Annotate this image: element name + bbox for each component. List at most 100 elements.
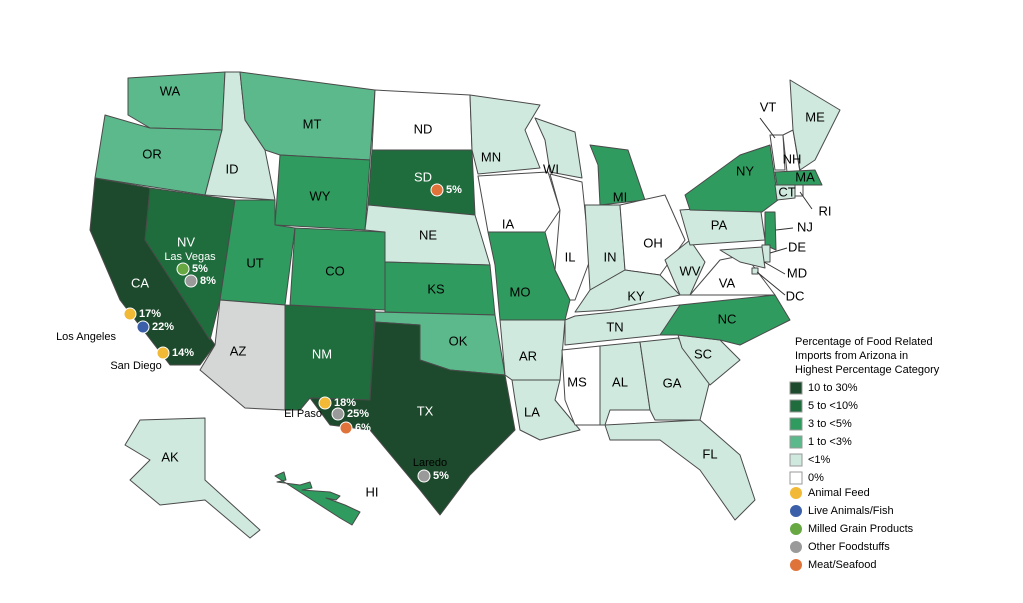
state-label: MT	[303, 116, 322, 131]
state	[769, 134, 786, 171]
state-label: MI	[613, 189, 627, 204]
state-label: NY	[736, 163, 754, 178]
marker-label: 25%	[347, 408, 369, 420]
state-label: ID	[226, 161, 239, 176]
marker-label: 5%	[192, 263, 208, 275]
legend-swatch	[789, 471, 803, 485]
state-label: ND	[414, 121, 433, 136]
legend-label: 1 to <3%	[808, 436, 852, 448]
legend-dot	[790, 559, 802, 571]
legend-dot	[790, 541, 802, 553]
legend-label: 10 to 30%	[808, 382, 858, 394]
state-label: VA	[719, 275, 736, 290]
marker	[331, 407, 345, 421]
state-label: NH	[783, 151, 802, 166]
state	[549, 173, 591, 301]
state	[487, 231, 571, 321]
state	[534, 117, 583, 179]
state-label: GA	[663, 375, 682, 390]
state	[664, 239, 706, 296]
leader	[759, 117, 776, 139]
legend-dot	[790, 505, 802, 517]
marker-label: 18%	[334, 397, 356, 409]
state-label: TX	[417, 403, 434, 418]
state-label: KS	[427, 281, 445, 296]
marker	[430, 183, 444, 197]
legend-swatch	[789, 399, 803, 413]
state-label: ME	[805, 109, 825, 124]
state	[144, 187, 236, 341]
state-label: CA	[131, 275, 149, 290]
legend-label: Animal Feed	[808, 487, 870, 499]
city-label: Los Angeles	[56, 331, 116, 343]
state-label: IN	[604, 249, 617, 264]
state-label: OK	[449, 333, 468, 348]
marker	[123, 307, 137, 321]
state-label: AK	[161, 449, 179, 464]
legend-label: Meat/Seafood	[808, 559, 877, 571]
state-label: WA	[160, 83, 181, 98]
state-label: MA	[795, 169, 815, 184]
marker-label: 22%	[152, 321, 174, 333]
state-label: NC	[718, 311, 737, 326]
city-label: El Paso	[284, 408, 322, 420]
state	[309, 321, 516, 516]
leader	[769, 247, 788, 254]
leader	[799, 191, 813, 210]
legend-label: Milled Grain Products	[808, 523, 914, 535]
state-label: UT	[246, 255, 263, 270]
state	[371, 89, 473, 151]
state	[589, 144, 646, 206]
leader	[775, 227, 794, 231]
marker-label: 5%	[433, 470, 449, 482]
state-label: IA	[502, 216, 515, 231]
state-label: LA	[524, 404, 540, 419]
leader	[763, 261, 786, 275]
legend-swatch	[789, 435, 803, 449]
marker	[156, 346, 170, 360]
state-label: FL	[702, 446, 717, 461]
state-label: HI	[366, 484, 379, 499]
state-label: RI	[819, 203, 832, 218]
legend-swatch	[789, 453, 803, 467]
legend-title: Imports from Arizona in	[795, 350, 908, 362]
state	[684, 144, 779, 213]
state-label: MS	[567, 374, 587, 389]
marker-label: 8%	[200, 275, 216, 287]
state	[774, 184, 796, 201]
legend-label: Live Animals/Fish	[808, 505, 894, 517]
state-label: KY	[627, 288, 645, 303]
state-label: SD	[414, 169, 432, 184]
state	[764, 211, 777, 251]
state-label: AZ	[230, 343, 247, 358]
state-label: SC	[694, 346, 712, 361]
marker	[417, 469, 431, 483]
legend-dot	[790, 487, 802, 499]
marker	[136, 320, 150, 334]
marker-label: 5%	[446, 184, 462, 196]
marker	[176, 262, 190, 276]
state	[659, 294, 791, 346]
marker	[318, 396, 332, 410]
state	[751, 267, 759, 275]
legend-swatch	[789, 417, 803, 431]
state	[124, 417, 261, 539]
state-label: AL	[612, 374, 628, 389]
marker-label: 6%	[355, 422, 371, 434]
state-label: MO	[510, 284, 531, 299]
state-label: TN	[606, 319, 623, 334]
state	[774, 169, 823, 186]
state-label: OH	[643, 235, 663, 250]
city-label: San Diego	[110, 360, 161, 372]
legend-label: 0%	[808, 472, 824, 484]
state-label: MN	[481, 149, 501, 164]
state-label: IL	[565, 249, 576, 264]
state-label: MD	[787, 265, 807, 280]
state-label: WY	[310, 188, 331, 203]
marker-label: 14%	[172, 347, 194, 359]
city-label: Laredo	[413, 457, 447, 469]
state	[719, 246, 766, 269]
legend-title: Highest Percentage Category	[795, 364, 940, 376]
state	[604, 419, 756, 521]
state-label: AR	[519, 348, 537, 363]
